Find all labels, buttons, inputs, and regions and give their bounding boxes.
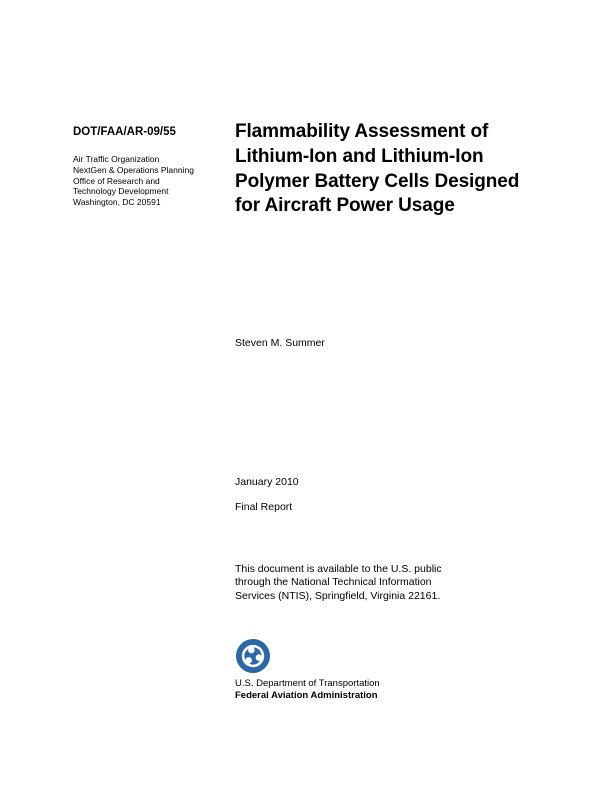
- report-type: Final Report: [235, 501, 293, 513]
- administration-name: Federal Aviation Administration: [235, 690, 378, 701]
- report-title-line: Lithium-Ion and Lithium-Ion: [235, 145, 484, 167]
- office-address-line: Technology Development: [73, 186, 169, 197]
- publication-date: January 2010: [235, 476, 299, 488]
- availability-note-line: through the National Technical Informati…: [235, 576, 432, 589]
- issuing-office-address: Air Traffic Organization NextGen & Opera…: [73, 154, 194, 208]
- report-title: Flammability Assessment of Lithium-Ion a…: [235, 120, 519, 219]
- report-title-line: for Aircraft Power Usage: [235, 195, 455, 217]
- availability-note-line: Services (NTIS), Springfield, Virginia 2…: [235, 589, 441, 602]
- office-address-line: Office of Research and: [73, 175, 160, 186]
- office-address-line: NextGen & Operations Planning: [73, 164, 194, 175]
- report-title-line: Flammability Assessment of: [235, 121, 489, 142]
- report-title-line: Polymer Battery Cells Designed: [235, 170, 520, 192]
- department-name: U.S. Department of Transportation: [235, 678, 380, 689]
- logo-triskelion: [241, 644, 265, 668]
- report-number: DOT/FAA/AR-09/55: [73, 126, 176, 138]
- availability-note-line: This document is available to the U.S. p…: [235, 563, 442, 575]
- office-address-line: Air Traffic Organization: [73, 154, 160, 164]
- logo-arm: [242, 654, 263, 668]
- office-address-line: Washington, DC 20591: [73, 197, 161, 208]
- author-name: Steven M. Summer: [235, 337, 325, 349]
- logo-arm: [248, 644, 265, 664]
- availability-note: This document is available to the U.S. p…: [235, 563, 442, 603]
- logo-circle: [236, 639, 270, 673]
- logo-arm: [241, 644, 256, 664]
- us-dot-logo-icon: [236, 639, 270, 673]
